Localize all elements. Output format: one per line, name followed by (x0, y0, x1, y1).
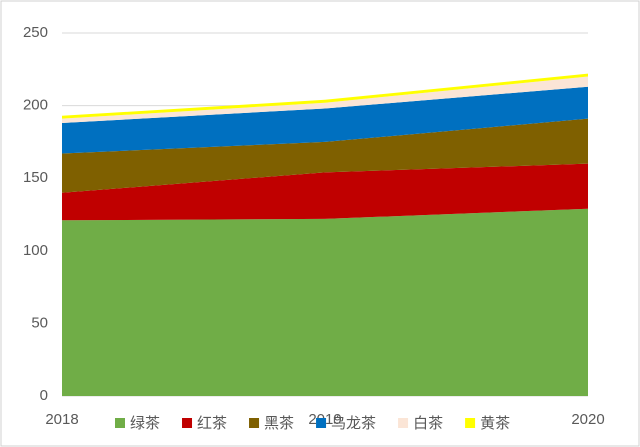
x-tick-label: 2020 (571, 411, 604, 428)
y-tick-label: 50 (31, 314, 48, 331)
legend-label: 绿茶 (130, 415, 160, 432)
legend-label: 红茶 (197, 415, 227, 432)
y-tick-label: 250 (23, 24, 48, 41)
legend-swatch (398, 418, 409, 428)
area (62, 86, 588, 154)
legend-label: 白茶 (413, 415, 443, 432)
y-tick-label: 0 (40, 387, 48, 404)
legend-swatch (182, 418, 193, 428)
x-tick-label: 2018 (45, 411, 78, 428)
legend-swatch (316, 418, 327, 428)
area (62, 73, 588, 119)
y-tick-label: 200 (23, 97, 48, 114)
legend-label: 黑茶 (264, 415, 294, 432)
area (62, 76, 588, 124)
y-tick-label: 150 (23, 169, 48, 186)
legend-swatch (115, 418, 125, 428)
y-tick-label: 100 (23, 242, 48, 259)
legend-swatch (465, 418, 476, 428)
legend-swatch (249, 418, 260, 428)
area (62, 208, 588, 396)
legend-label: 乌龙茶 (331, 415, 376, 432)
legend-label: 黄茶 (480, 415, 510, 432)
area (62, 163, 588, 221)
area (62, 118, 588, 193)
